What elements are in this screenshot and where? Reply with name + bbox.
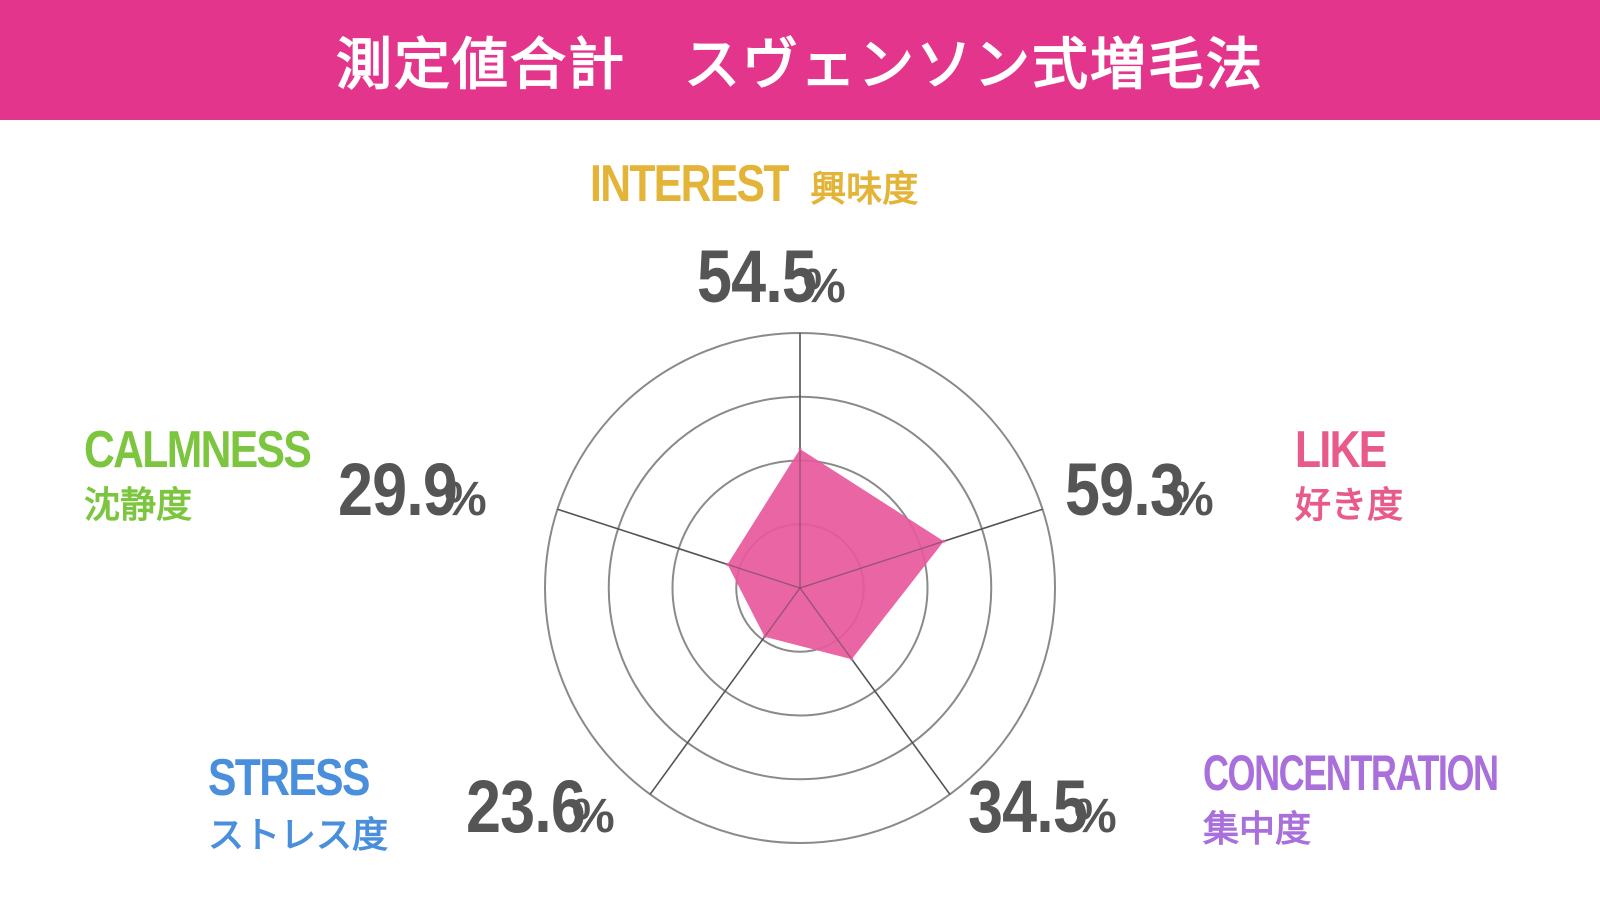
data-point-stress [763,635,767,639]
data-point-interest [798,447,802,451]
calmness-label-jp: 沈静度 [84,485,193,526]
interest-label: INTEREST 興味度 [590,158,918,210]
calmness-value-number: 29.9 [338,448,458,531]
data-area [727,449,944,660]
like-value: 59.3% [1065,453,1214,527]
interest-value-unit: % [803,260,846,313]
like-label-en: LIKE [1295,421,1387,479]
stress-value: 23.6% [466,770,615,844]
like-label: LIKE [1295,424,1405,476]
stress-value-number: 23.6 [466,765,586,848]
data-point-concentration [850,657,854,661]
calmness-label-jp-wrap: 沈静度 [84,488,192,524]
chart-title: 測定値合計 スヴェンソン式増毛法 [336,32,1264,98]
concentration-value: 34.5% [968,770,1117,844]
concentration-label-en: CONCENTRATION [1203,745,1499,801]
interest-label-en: INTEREST [590,155,789,213]
interest-value-number: 54.5 [697,235,817,318]
calmness-label-en: CALMNESS [84,421,312,479]
concentration-value-unit: % [1074,790,1117,843]
like-label-jp: 好き度 [1295,485,1404,526]
concentration-label: CONCENTRATION [1203,748,1600,798]
calmness-value-unit: % [444,473,487,526]
axis-spoke-overlay-like [799,508,1043,589]
interest-label-jp: 興味度 [810,169,919,210]
like-value-unit: % [1171,473,1214,526]
stress-label: STRESS [208,752,404,804]
like-value-number: 59.3 [1065,448,1185,531]
title-banner: 測定値合計 スヴェンソン式増毛法 [0,0,1600,120]
axis-spoke-overlay-stress [649,587,801,795]
calmness-label: CALMNESS [84,424,360,476]
concentration-label-jp-wrap: 集中度 [1203,812,1311,848]
stress-label-jp-wrap: ストレス度 [208,818,388,854]
stress-label-en: STRESS [208,749,370,807]
stress-value-unit: % [572,790,615,843]
data-point-like [942,539,946,543]
calmness-value: 29.9% [338,453,487,527]
data-point-calmness [725,562,729,566]
like-label-jp-wrap: 好き度 [1295,488,1403,524]
stress-label-jp: ストレス度 [208,815,389,856]
concentration-label-jp: 集中度 [1203,809,1312,850]
axis-spoke-overlay-calmness [557,508,801,589]
concentration-value-number: 34.5 [968,765,1088,848]
axis-spoke-overlay-concentration [799,587,951,795]
interest-value: 54.5% [697,240,846,314]
